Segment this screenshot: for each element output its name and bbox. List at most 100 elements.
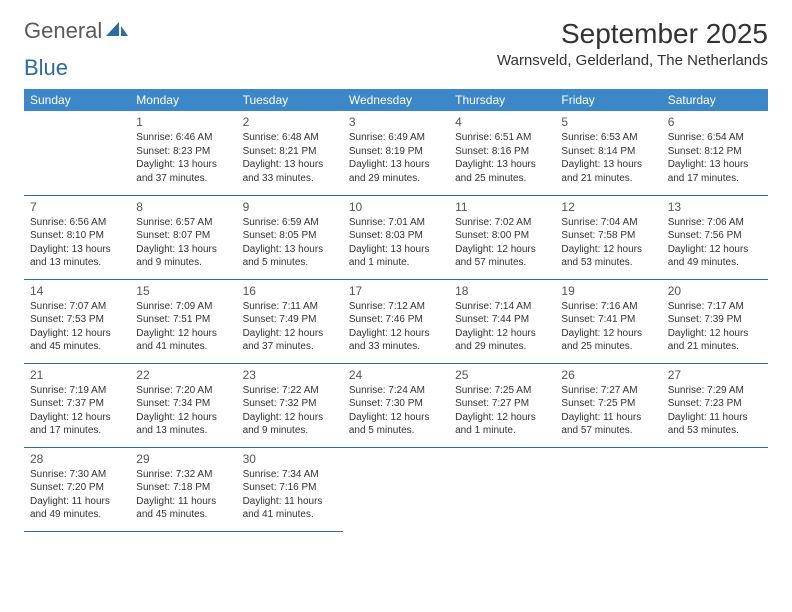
day-info-line: Daylight: 12 hours (243, 327, 337, 341)
calendar-day-cell: 16Sunrise: 7:11 AMSunset: 7:49 PMDayligh… (237, 279, 343, 363)
day-number: 22 (136, 367, 230, 383)
day-info-line: Daylight: 12 hours (668, 243, 762, 257)
day-info-line: Daylight: 13 hours (668, 158, 762, 172)
day-info-line: Sunrise: 7:17 AM (668, 300, 762, 314)
calendar-day-cell: 28Sunrise: 7:30 AMSunset: 7:20 PMDayligh… (24, 447, 130, 531)
day-number: 8 (136, 199, 230, 215)
day-number: 25 (455, 367, 549, 383)
calendar-day-cell: 30Sunrise: 7:34 AMSunset: 7:16 PMDayligh… (237, 447, 343, 531)
calendar-day-cell: 4Sunrise: 6:51 AMSunset: 8:16 PMDaylight… (449, 111, 555, 195)
day-info-line: and 53 minutes. (561, 256, 655, 270)
calendar-day-cell (449, 447, 555, 531)
day-info-line: and 5 minutes. (243, 256, 337, 270)
day-info-line: Sunset: 8:07 PM (136, 229, 230, 243)
calendar-day-cell: 27Sunrise: 7:29 AMSunset: 7:23 PMDayligh… (662, 363, 768, 447)
calendar-week: 14Sunrise: 7:07 AMSunset: 7:53 PMDayligh… (24, 279, 768, 363)
day-info-line: Daylight: 13 hours (561, 158, 655, 172)
day-info-line: Sunrise: 7:07 AM (30, 300, 124, 314)
day-info-line: and 33 minutes. (349, 340, 443, 354)
day-info-line: Sunrise: 7:06 AM (668, 216, 762, 230)
day-info-line: Sunrise: 6:53 AM (561, 131, 655, 145)
brand-part1: General (24, 18, 102, 44)
calendar-week: 28Sunrise: 7:30 AMSunset: 7:20 PMDayligh… (24, 447, 768, 531)
calendar-body: 1Sunrise: 6:46 AMSunset: 8:23 PMDaylight… (24, 111, 768, 531)
calendar-day-cell: 2Sunrise: 6:48 AMSunset: 8:21 PMDaylight… (237, 111, 343, 195)
day-info-line: Sunrise: 6:54 AM (668, 131, 762, 145)
calendar-day-cell (24, 111, 130, 195)
day-info-line: Sunrise: 7:34 AM (243, 468, 337, 482)
day-number: 4 (455, 114, 549, 130)
day-info-line: Sunset: 7:46 PM (349, 313, 443, 327)
day-info-line: Sunset: 7:25 PM (561, 397, 655, 411)
day-info-line: Daylight: 11 hours (561, 411, 655, 425)
day-info-line: and 17 minutes. (668, 172, 762, 186)
day-info-line: and 37 minutes. (136, 172, 230, 186)
brand-logo: General (24, 18, 128, 44)
day-info-line: and 21 minutes. (561, 172, 655, 186)
calendar-week: 7Sunrise: 6:56 AMSunset: 8:10 PMDaylight… (24, 195, 768, 279)
day-info-line: Sunrise: 6:56 AM (30, 216, 124, 230)
weekday-header: Wednesday (343, 89, 449, 111)
day-info-line: Daylight: 11 hours (668, 411, 762, 425)
day-number: 9 (243, 199, 337, 215)
day-info-line: Sunset: 7:56 PM (668, 229, 762, 243)
day-number: 13 (668, 199, 762, 215)
calendar-day-cell: 15Sunrise: 7:09 AMSunset: 7:51 PMDayligh… (130, 279, 236, 363)
day-number: 11 (455, 199, 549, 215)
day-info-line: Daylight: 13 hours (30, 243, 124, 257)
calendar-day-cell (343, 447, 449, 531)
day-info-line: Daylight: 11 hours (136, 495, 230, 509)
day-number: 26 (561, 367, 655, 383)
day-info-line: Sunrise: 7:19 AM (30, 384, 124, 398)
day-info-line: and 5 minutes. (349, 424, 443, 438)
day-info-line: Sunset: 8:12 PM (668, 145, 762, 159)
day-info-line: Sunset: 7:41 PM (561, 313, 655, 327)
day-info-line: and 9 minutes. (136, 256, 230, 270)
day-info-line: Sunrise: 6:57 AM (136, 216, 230, 230)
day-number: 29 (136, 451, 230, 467)
day-info-line: Sunrise: 7:30 AM (30, 468, 124, 482)
day-info-line: Daylight: 12 hours (30, 327, 124, 341)
day-number: 5 (561, 114, 655, 130)
day-info-line: and 25 minutes. (455, 172, 549, 186)
calendar-day-cell: 10Sunrise: 7:01 AMSunset: 8:03 PMDayligh… (343, 195, 449, 279)
day-info-line: Sunset: 7:18 PM (136, 481, 230, 495)
day-info-line: Sunrise: 7:09 AM (136, 300, 230, 314)
day-info-line: Sunrise: 7:22 AM (243, 384, 337, 398)
day-info-line: Sunset: 7:49 PM (243, 313, 337, 327)
day-number: 6 (668, 114, 762, 130)
day-info-line: Daylight: 13 hours (243, 243, 337, 257)
day-number: 14 (30, 283, 124, 299)
calendar-head: SundayMondayTuesdayWednesdayThursdayFrid… (24, 89, 768, 111)
day-info-line: and 45 minutes. (136, 508, 230, 522)
calendar-day-cell: 24Sunrise: 7:24 AMSunset: 7:30 PMDayligh… (343, 363, 449, 447)
day-number: 19 (561, 283, 655, 299)
day-info-line: Sunrise: 7:12 AM (349, 300, 443, 314)
day-number: 1 (136, 114, 230, 130)
day-number: 21 (30, 367, 124, 383)
weekday-row: SundayMondayTuesdayWednesdayThursdayFrid… (24, 89, 768, 111)
calendar-day-cell: 21Sunrise: 7:19 AMSunset: 7:37 PMDayligh… (24, 363, 130, 447)
day-info-line: Sunset: 8:23 PM (136, 145, 230, 159)
day-info-line: and 49 minutes. (668, 256, 762, 270)
location: Warnsveld, Gelderland, The Netherlands (497, 52, 768, 69)
day-info-line: Sunrise: 7:02 AM (455, 216, 549, 230)
day-info-line: and 49 minutes. (30, 508, 124, 522)
day-info-line: Sunset: 7:51 PM (136, 313, 230, 327)
brand-sail-icon (106, 18, 128, 44)
day-info-line: and 33 minutes. (243, 172, 337, 186)
day-info-line: Sunrise: 7:11 AM (243, 300, 337, 314)
day-number: 23 (243, 367, 337, 383)
day-info-line: Daylight: 12 hours (243, 411, 337, 425)
calendar-day-cell: 25Sunrise: 7:25 AMSunset: 7:27 PMDayligh… (449, 363, 555, 447)
day-number: 10 (349, 199, 443, 215)
day-info-line: Sunset: 7:27 PM (455, 397, 549, 411)
day-info-line: Sunset: 8:14 PM (561, 145, 655, 159)
calendar-day-cell: 11Sunrise: 7:02 AMSunset: 8:00 PMDayligh… (449, 195, 555, 279)
day-info-line: Daylight: 12 hours (349, 411, 443, 425)
calendar-week: 1Sunrise: 6:46 AMSunset: 8:23 PMDaylight… (24, 111, 768, 195)
day-info-line: Sunset: 7:16 PM (243, 481, 337, 495)
day-info-line: Sunset: 7:23 PM (668, 397, 762, 411)
day-info-line: and 17 minutes. (30, 424, 124, 438)
calendar-day-cell: 22Sunrise: 7:20 AMSunset: 7:34 PMDayligh… (130, 363, 236, 447)
